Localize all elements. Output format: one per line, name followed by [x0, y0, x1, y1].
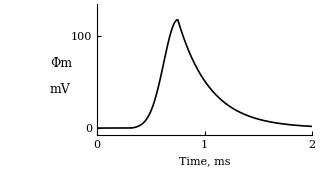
X-axis label: Time, ms: Time, ms [179, 156, 230, 166]
Text: mV: mV [50, 83, 70, 96]
Text: Φm: Φm [50, 57, 72, 70]
